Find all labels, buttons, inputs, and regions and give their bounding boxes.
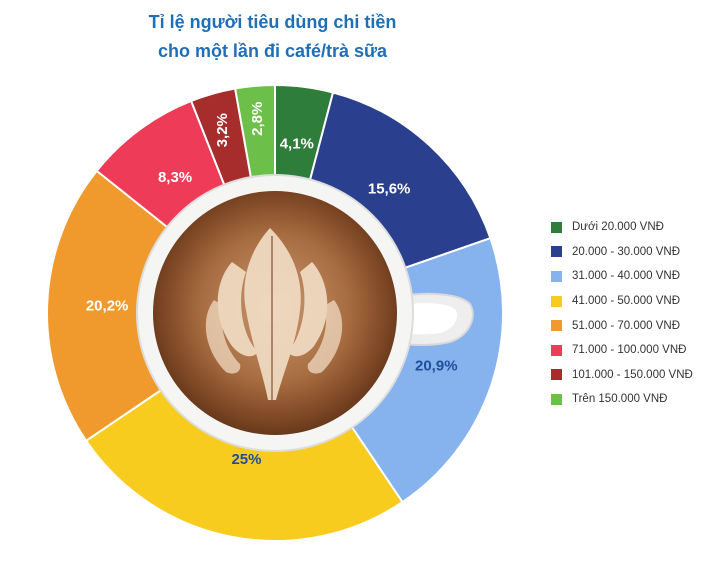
- legend-label: 31.000 - 40.000 VNĐ: [572, 270, 681, 283]
- legend-swatch: [551, 320, 562, 332]
- legend-swatch: [551, 295, 562, 307]
- cup-handle-inner: [402, 303, 458, 335]
- coffee-cup-illustration: [136, 174, 474, 452]
- slice-label-1: 4,1%: [280, 135, 314, 152]
- legend-label: 41.000 - 50.000 VNĐ: [572, 295, 681, 308]
- legend-swatch: [551, 393, 562, 405]
- slice-label-8: 2,8%: [249, 102, 266, 136]
- slice-label-2: 15,6%: [368, 181, 411, 198]
- legend-item-2: 20.000 - 30.000 VNĐ: [551, 240, 693, 265]
- legend-item-3: 31.000 - 40.000 VNĐ: [551, 264, 693, 289]
- legend-label: 71.000 - 100.000 VNĐ: [572, 344, 687, 357]
- legend-label: Dưới 20.000 VNĐ: [572, 221, 664, 234]
- legend: Dưới 20.000 VNĐ 20.000 - 30.000 VNĐ 31.000…: [551, 215, 693, 412]
- legend-item-4: 41.000 - 50.000 VNĐ: [551, 289, 693, 314]
- legend-item-6: 71.000 - 100.000 VNĐ: [551, 338, 693, 363]
- legend-swatch: [551, 369, 562, 381]
- slice-label-6: 8,3%: [158, 169, 192, 186]
- slice-label-3: 20,9%: [415, 358, 458, 375]
- slice-label-5: 20,2%: [86, 297, 129, 314]
- slice-label-7: 3,2%: [214, 113, 231, 147]
- chart-title: Tỉ lệ người tiêu dùng chi tiền cho một l…: [0, 8, 545, 66]
- legend-item-8: Trên 150.000 VNĐ: [551, 387, 693, 412]
- legend-item-1: Dưới 20.000 VNĐ: [551, 215, 693, 240]
- legend-label: Trên 150.000 VNĐ: [572, 393, 668, 406]
- legend-label: 101.000 - 150.000 VNĐ: [572, 368, 693, 381]
- legend-item-5: 51.000 - 70.000 VNĐ: [551, 313, 693, 338]
- legend-item-7: 101.000 - 150.000 VNĐ: [551, 363, 693, 388]
- legend-swatch: [551, 246, 562, 258]
- slice-label-4: 25%: [231, 451, 261, 468]
- chart-title-line-1: Tỉ lệ người tiêu dùng chi tiền: [148, 12, 397, 32]
- legend-swatch: [551, 270, 562, 282]
- legend-swatch: [551, 221, 562, 233]
- legend-label: 20.000 - 30.000 VNĐ: [572, 245, 681, 258]
- chart-title-line-2: cho một lần đi café/trà sữa: [157, 41, 388, 61]
- legend-label: 51.000 - 70.000 VNĐ: [572, 319, 681, 332]
- legend-swatch: [551, 344, 562, 356]
